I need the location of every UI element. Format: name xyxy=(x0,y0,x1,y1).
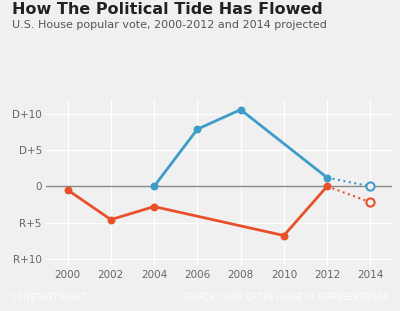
Point xyxy=(367,184,374,189)
Point xyxy=(281,233,287,238)
Point xyxy=(151,184,157,189)
Point xyxy=(324,175,330,180)
Point xyxy=(64,188,71,193)
Point xyxy=(238,107,244,112)
Text: How The Political Tide Has Flowed: How The Political Tide Has Flowed xyxy=(12,2,323,16)
Text: ⓦ FIVETHIRTYEIGHT: ⓦ FIVETHIRTYEIGHT xyxy=(12,293,86,302)
Point xyxy=(151,204,157,209)
Point xyxy=(194,127,200,132)
Point xyxy=(324,184,330,189)
Point xyxy=(367,200,374,205)
Text: SOURCE: CLERK OF THE HOUSE OF REPRESENTATIVES: SOURCE: CLERK OF THE HOUSE OF REPRESENTA… xyxy=(183,293,388,302)
Text: U.S. House popular vote, 2000-2012 and 2014 projected: U.S. House popular vote, 2000-2012 and 2… xyxy=(12,20,327,30)
Point xyxy=(108,217,114,222)
